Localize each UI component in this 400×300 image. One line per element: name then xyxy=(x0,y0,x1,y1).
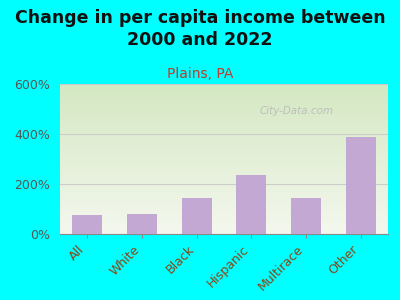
Text: City-Data.com: City-Data.com xyxy=(259,106,333,116)
Bar xyxy=(72,215,102,234)
Bar xyxy=(127,214,157,234)
Bar xyxy=(346,136,376,234)
Bar xyxy=(236,175,266,234)
Text: Change in per capita income between
2000 and 2022: Change in per capita income between 2000… xyxy=(15,9,385,49)
Bar xyxy=(182,198,212,234)
Text: Plains, PA: Plains, PA xyxy=(167,68,233,82)
Bar xyxy=(291,198,321,234)
